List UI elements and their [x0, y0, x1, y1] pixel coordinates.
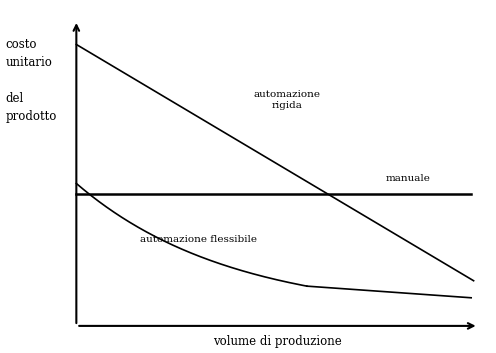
- Text: volume di produzione: volume di produzione: [213, 335, 342, 348]
- Text: costo
unitario

del
prodotto: costo unitario del prodotto: [5, 37, 57, 122]
- Text: automazione flessibile: automazione flessibile: [140, 234, 257, 244]
- Text: manuale: manuale: [385, 174, 430, 184]
- Text: automazione
rigida: automazione rigida: [254, 90, 321, 110]
